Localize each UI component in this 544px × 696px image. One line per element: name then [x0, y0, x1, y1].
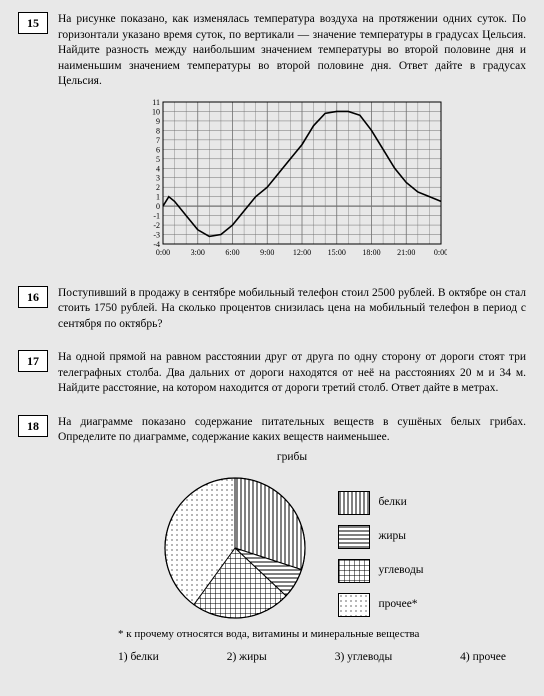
svg-text:-1: -1 [153, 211, 160, 220]
problem-text: На одной прямой на равном расстоянии дру… [58, 350, 526, 397]
line-chart: -4-3-2-1012345678910110:003:006:009:0012… [58, 98, 526, 268]
svg-text:9:00: 9:00 [260, 248, 274, 257]
problem-18: 18 На диаграмме показано содержание пита… [18, 415, 526, 666]
svg-text:4: 4 [156, 164, 160, 173]
svg-text:12:00: 12:00 [293, 248, 311, 257]
problem-body: На рисунке показано, как изменялась темп… [58, 12, 526, 268]
svg-text:5: 5 [156, 154, 160, 163]
legend-swatch [338, 525, 370, 549]
legend-item: белки [338, 491, 423, 515]
legend-label: белки [378, 495, 406, 511]
svg-text:6:00: 6:00 [225, 248, 239, 257]
pie-title: грибы [58, 450, 526, 466]
answer-option: 3) углеводы [335, 650, 393, 666]
problem-15: 15 На рисунке показано, как изменялась т… [18, 12, 526, 268]
problem-text: На рисунке показано, как изменялась темп… [58, 12, 526, 90]
svg-text:0:00: 0:00 [434, 248, 447, 257]
problem-number: 18 [18, 415, 48, 437]
svg-text:7: 7 [156, 135, 160, 144]
legend-item: жиры [338, 525, 423, 549]
svg-text:3: 3 [156, 173, 160, 182]
problem-16: 16 Поступивший в продажу в сентябре моби… [18, 286, 526, 333]
legend-label: прочее* [378, 597, 417, 613]
problem-text: На диаграмме показано содержание питател… [58, 415, 526, 446]
answer-option: 1) белки [118, 650, 159, 666]
svg-text:0:00: 0:00 [156, 248, 170, 257]
pie-legend: белки жиры углеводы прочее* [338, 473, 423, 617]
svg-text:21:00: 21:00 [397, 248, 415, 257]
legend-label: углеводы [378, 563, 423, 579]
svg-text:11: 11 [152, 98, 160, 107]
answer-option: 2) жиры [227, 650, 267, 666]
legend-item: прочее* [338, 593, 423, 617]
legend-swatch [338, 559, 370, 583]
svg-text:15:00: 15:00 [328, 248, 346, 257]
legend-item: углеводы [338, 559, 423, 583]
svg-text:10: 10 [152, 107, 160, 116]
problem-number: 16 [18, 286, 48, 308]
legend-swatch [338, 593, 370, 617]
answer-option: 4) прочее [460, 650, 506, 666]
problem-body: На диаграмме показано содержание питател… [58, 415, 526, 666]
footnote: * к прочему относятся вода, витамины и м… [58, 627, 526, 642]
svg-text:8: 8 [156, 126, 160, 135]
answer-options: 1) белки 2) жиры 3) углеводы 4) прочее [58, 650, 526, 666]
svg-text:9: 9 [156, 117, 160, 126]
svg-text:-2: -2 [153, 221, 160, 230]
legend-label: жиры [378, 529, 406, 545]
svg-text:-3: -3 [153, 230, 160, 239]
problem-number: 15 [18, 12, 48, 34]
problem-17: 17 На одной прямой на равном расстоянии … [18, 350, 526, 397]
svg-text:2: 2 [156, 183, 160, 192]
problem-text: Поступивший в продажу в сентябре мобильн… [58, 286, 526, 333]
svg-text:18:00: 18:00 [362, 248, 380, 257]
legend-swatch [338, 491, 370, 515]
problem-number: 17 [18, 350, 48, 372]
svg-text:1: 1 [156, 192, 160, 201]
svg-text:3:00: 3:00 [191, 248, 205, 257]
svg-text:6: 6 [156, 145, 160, 154]
pie-chart [160, 473, 310, 623]
svg-text:0: 0 [156, 202, 160, 211]
